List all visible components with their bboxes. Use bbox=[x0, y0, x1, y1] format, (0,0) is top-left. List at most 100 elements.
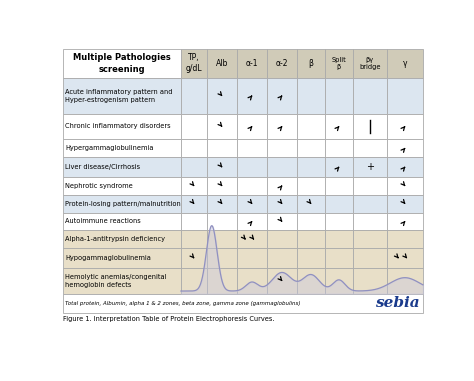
Text: Chronic inflammatory disorders: Chronic inflammatory disorders bbox=[65, 123, 171, 130]
Bar bbox=[237, 268, 267, 294]
Text: Multiple Pathologies
screening: Multiple Pathologies screening bbox=[73, 53, 171, 74]
Bar bbox=[325, 157, 353, 177]
Bar bbox=[63, 213, 181, 230]
Bar bbox=[387, 268, 423, 294]
Bar bbox=[237, 157, 267, 177]
Text: Alpha-1-antitrypsin deficiency: Alpha-1-antitrypsin deficiency bbox=[65, 236, 165, 242]
Bar bbox=[325, 139, 353, 157]
Bar bbox=[387, 177, 423, 195]
Bar bbox=[207, 230, 237, 248]
Bar bbox=[63, 268, 181, 294]
Bar bbox=[267, 177, 297, 195]
Bar bbox=[353, 157, 387, 177]
Bar bbox=[267, 114, 297, 139]
Bar bbox=[63, 78, 181, 114]
Bar bbox=[181, 248, 207, 268]
Text: βγ
bridge: βγ bridge bbox=[359, 56, 381, 70]
Bar bbox=[325, 230, 353, 248]
Text: Hemolytic anemias/congenital
hemoglobin defects: Hemolytic anemias/congenital hemoglobin … bbox=[65, 274, 167, 288]
Bar bbox=[267, 248, 297, 268]
Text: Split
β: Split β bbox=[331, 56, 346, 70]
Bar bbox=[267, 213, 297, 230]
Bar bbox=[387, 230, 423, 248]
Bar bbox=[207, 49, 237, 78]
Bar bbox=[207, 195, 237, 213]
Bar bbox=[325, 114, 353, 139]
Text: Hypergammaglobulinemia: Hypergammaglobulinemia bbox=[65, 145, 154, 151]
Bar bbox=[297, 78, 325, 114]
Text: γ: γ bbox=[403, 59, 407, 68]
Bar bbox=[207, 139, 237, 157]
Bar bbox=[181, 195, 207, 213]
Bar bbox=[63, 114, 181, 139]
Bar bbox=[353, 49, 387, 78]
Bar bbox=[207, 268, 237, 294]
Text: Figure 1. Interpretation Table of Protein Electrophoresis Curves.: Figure 1. Interpretation Table of Protei… bbox=[63, 315, 274, 322]
Bar bbox=[207, 78, 237, 114]
Text: Hypogammaglobulinemia: Hypogammaglobulinemia bbox=[65, 255, 151, 261]
Text: α-1: α-1 bbox=[246, 59, 258, 68]
Bar bbox=[63, 49, 181, 78]
Bar bbox=[387, 157, 423, 177]
Bar bbox=[387, 213, 423, 230]
Bar bbox=[237, 213, 267, 230]
Bar bbox=[181, 49, 207, 78]
Bar bbox=[297, 230, 325, 248]
Bar bbox=[387, 49, 423, 78]
Bar bbox=[297, 114, 325, 139]
Bar bbox=[353, 268, 387, 294]
Bar bbox=[387, 139, 423, 157]
Bar bbox=[237, 49, 267, 78]
Bar bbox=[237, 78, 267, 114]
Text: sebia: sebia bbox=[374, 296, 419, 310]
Bar bbox=[387, 78, 423, 114]
Bar bbox=[387, 248, 423, 268]
Bar bbox=[181, 177, 207, 195]
Bar bbox=[325, 248, 353, 268]
Bar bbox=[325, 213, 353, 230]
Bar bbox=[325, 177, 353, 195]
Bar bbox=[237, 177, 267, 195]
Bar bbox=[237, 195, 267, 213]
Bar bbox=[353, 139, 387, 157]
Bar bbox=[207, 114, 237, 139]
Text: Nephrotic syndrome: Nephrotic syndrome bbox=[65, 183, 133, 189]
Bar bbox=[181, 139, 207, 157]
Bar bbox=[237, 248, 267, 268]
Text: Alb: Alb bbox=[216, 59, 228, 68]
Bar bbox=[267, 268, 297, 294]
Bar bbox=[267, 157, 297, 177]
Bar bbox=[325, 268, 353, 294]
Bar bbox=[63, 230, 181, 248]
Bar bbox=[181, 78, 207, 114]
Text: +: + bbox=[366, 162, 374, 172]
Text: Protein-losing pattern/malnutrition: Protein-losing pattern/malnutrition bbox=[65, 201, 181, 207]
Bar bbox=[325, 195, 353, 213]
Bar bbox=[387, 195, 423, 213]
Bar bbox=[325, 78, 353, 114]
Text: Autoimmune reactions: Autoimmune reactions bbox=[65, 218, 141, 224]
Text: Total protein, Albumin, alpha 1 & 2 zones, beta zone, gamma zone (gammaglobulins: Total protein, Albumin, alpha 1 & 2 zone… bbox=[65, 301, 301, 306]
Bar bbox=[267, 49, 297, 78]
Bar bbox=[297, 195, 325, 213]
Bar bbox=[63, 248, 181, 268]
Bar bbox=[297, 177, 325, 195]
Bar bbox=[353, 230, 387, 248]
Bar bbox=[353, 195, 387, 213]
Bar bbox=[63, 177, 181, 195]
Bar bbox=[353, 177, 387, 195]
Bar bbox=[63, 195, 181, 213]
Text: Acute inflammatory pattern and
Hyper-estrogenism pattern: Acute inflammatory pattern and Hyper-est… bbox=[65, 89, 173, 102]
Bar bbox=[181, 213, 207, 230]
Bar bbox=[387, 114, 423, 139]
Bar bbox=[297, 248, 325, 268]
Bar bbox=[207, 213, 237, 230]
Text: β: β bbox=[309, 59, 313, 68]
Bar bbox=[207, 177, 237, 195]
Bar bbox=[297, 49, 325, 78]
Bar bbox=[297, 213, 325, 230]
Bar bbox=[353, 78, 387, 114]
Bar bbox=[237, 230, 267, 248]
Bar bbox=[267, 78, 297, 114]
Bar bbox=[181, 268, 207, 294]
